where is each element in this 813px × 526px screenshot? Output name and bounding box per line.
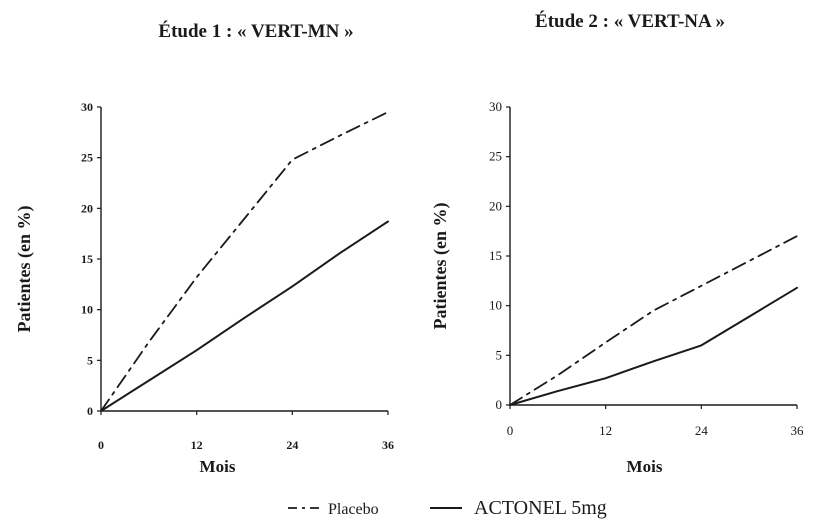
- chart-panel-1: Étude 1 : « VERT-MN » 0 5 10 15 20 25 30 0 12 24 36…: [14, 20, 394, 476]
- y-tick-label: 30: [81, 100, 93, 114]
- y-tick-label: 20: [81, 201, 93, 215]
- chart-panel-2: Étude 2 : « VERT-NA » 0 5 10 15 20 25 30 0 12 24 36…: [430, 10, 804, 476]
- x-tick-label: 12: [191, 438, 203, 452]
- chart-title: Étude 2 : « VERT-NA »: [535, 10, 725, 32]
- y-tick-label: 15: [489, 248, 502, 263]
- series-line-placebo: [509, 235, 798, 406]
- x-tick-label: 0: [98, 438, 104, 452]
- legend-label: Placebo: [328, 501, 379, 518]
- y-tick-label: 15: [81, 252, 93, 266]
- y-tick-label: 10: [489, 298, 502, 313]
- legend-label: ACTONEL 5mg: [474, 497, 607, 519]
- y-axis-label: Patientes (en %): [430, 203, 451, 330]
- y-tick-label: 25: [489, 149, 502, 164]
- y-tick-label: 20: [489, 198, 502, 213]
- x-tick-label: 12: [599, 423, 612, 438]
- x-axis-label: Mois: [627, 457, 663, 476]
- legend: Placebo ACTONEL 5mg: [288, 497, 607, 519]
- x-axis-label: Mois: [200, 457, 236, 476]
- x-tick-label: 36: [791, 423, 805, 438]
- y-tick-label: 5: [496, 347, 503, 362]
- x-tick-label: 0: [507, 423, 514, 438]
- x-tick-label: 24: [286, 438, 298, 452]
- y-tick-label: 0: [87, 404, 93, 418]
- y-axis-label: Patientes (en %): [14, 206, 35, 333]
- y-tick-label: 30: [489, 99, 502, 114]
- chart-title: Étude 1 : « VERT-MN »: [158, 20, 353, 42]
- y-tick-label: 25: [81, 151, 93, 165]
- y-tick-label: 10: [81, 303, 93, 317]
- series-line-actonel: [509, 286, 798, 406]
- y-tick-label: 0: [496, 397, 503, 412]
- series-line-actonel: [100, 220, 389, 412]
- series-line-placebo: [100, 111, 389, 412]
- y-tick-label: 5: [87, 353, 93, 367]
- x-tick-label: 24: [695, 423, 709, 438]
- x-tick-label: 36: [382, 438, 394, 452]
